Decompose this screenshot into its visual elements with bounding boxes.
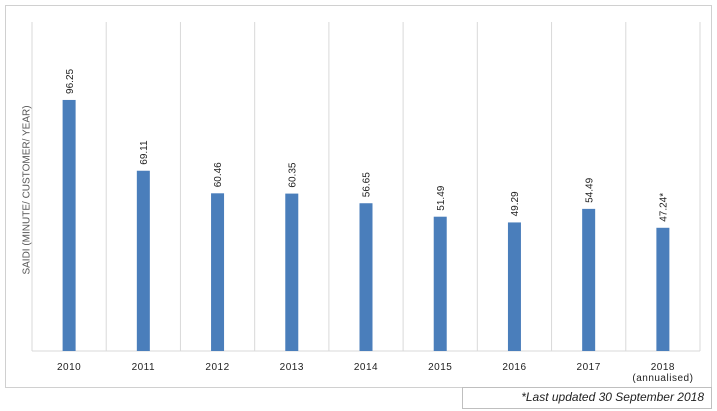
bar	[507, 222, 521, 351]
bar	[582, 208, 596, 351]
bar	[136, 170, 150, 351]
x-tick-label: 2014	[354, 362, 378, 373]
x-tick-label: 2018 (annualised)	[632, 362, 693, 384]
bar	[433, 216, 447, 351]
x-tick-label: 2012	[205, 362, 229, 373]
data-label: 49.29	[510, 191, 521, 216]
data-label: 47.24*	[659, 193, 670, 222]
data-label: 51.49	[436, 185, 447, 210]
bar	[62, 99, 76, 352]
x-tick-label: 2013	[280, 362, 304, 373]
footnote-box	[462, 387, 712, 409]
x-tick-label: 2017	[577, 362, 601, 373]
x-tick-label: 2011	[132, 362, 156, 373]
bar	[285, 193, 299, 351]
bar	[211, 193, 225, 351]
bar	[359, 203, 373, 351]
data-label: 60.46	[213, 162, 224, 187]
x-tick-label: 2015	[428, 362, 452, 373]
data-label: 69.11	[139, 140, 150, 165]
y-axis-label: SAIDI (MINUTE/ CUSTOMER/ YEAR)	[22, 105, 33, 274]
bar	[656, 227, 670, 351]
x-tick-label: 2010	[57, 362, 81, 373]
chart-frame	[5, 5, 712, 388]
x-tick-label: 2016	[502, 362, 526, 373]
footnote: *Last updated 30 September 2018	[521, 390, 704, 404]
data-label: 56.65	[362, 172, 373, 197]
data-label: 54.49	[584, 177, 595, 202]
data-label: 96.25	[65, 68, 76, 93]
data-label: 60.35	[287, 162, 298, 187]
